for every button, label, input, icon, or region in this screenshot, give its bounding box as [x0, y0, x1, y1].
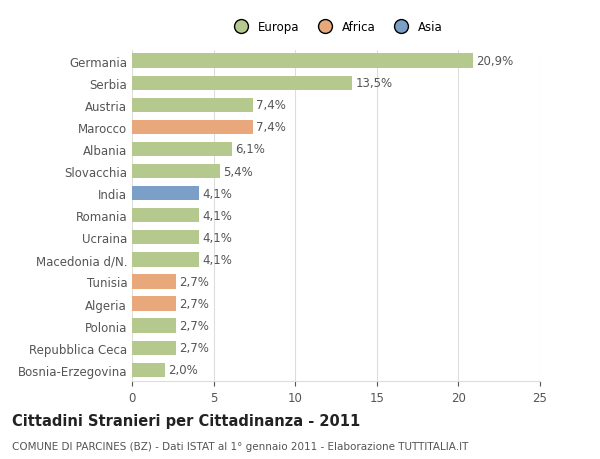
Text: COMUNE DI PARCINES (BZ) - Dati ISTAT al 1° gennaio 2011 - Elaborazione TUTTITALI: COMUNE DI PARCINES (BZ) - Dati ISTAT al …: [12, 441, 469, 451]
Text: 7,4%: 7,4%: [256, 99, 286, 112]
Bar: [132, 54, 473, 69]
Text: 20,9%: 20,9%: [476, 55, 514, 68]
Text: Cittadini Stranieri per Cittadinanza - 2011: Cittadini Stranieri per Cittadinanza - 2…: [12, 413, 360, 428]
Text: 6,1%: 6,1%: [235, 143, 265, 156]
Text: 5,4%: 5,4%: [223, 165, 253, 178]
Text: 4,1%: 4,1%: [202, 253, 232, 266]
Text: 2,7%: 2,7%: [179, 319, 209, 332]
Bar: [132, 297, 176, 311]
Bar: [132, 230, 199, 245]
Text: 4,1%: 4,1%: [202, 187, 232, 200]
Bar: [132, 142, 232, 157]
Bar: [132, 274, 176, 289]
Bar: [132, 120, 253, 135]
Bar: [132, 319, 176, 333]
Bar: [132, 186, 199, 201]
Bar: [132, 98, 253, 113]
Text: 2,7%: 2,7%: [179, 341, 209, 354]
Text: 13,5%: 13,5%: [356, 77, 393, 90]
Bar: [132, 341, 176, 355]
Bar: [132, 208, 199, 223]
Bar: [132, 164, 220, 179]
Text: 4,1%: 4,1%: [202, 209, 232, 222]
Bar: [132, 363, 164, 377]
Text: 2,0%: 2,0%: [168, 364, 197, 376]
Bar: [132, 76, 352, 91]
Text: 4,1%: 4,1%: [202, 231, 232, 244]
Legend: Europa, Africa, Asia: Europa, Africa, Asia: [224, 17, 448, 39]
Text: 2,7%: 2,7%: [179, 297, 209, 310]
Text: 7,4%: 7,4%: [256, 121, 286, 134]
Bar: [132, 252, 199, 267]
Text: 2,7%: 2,7%: [179, 275, 209, 288]
